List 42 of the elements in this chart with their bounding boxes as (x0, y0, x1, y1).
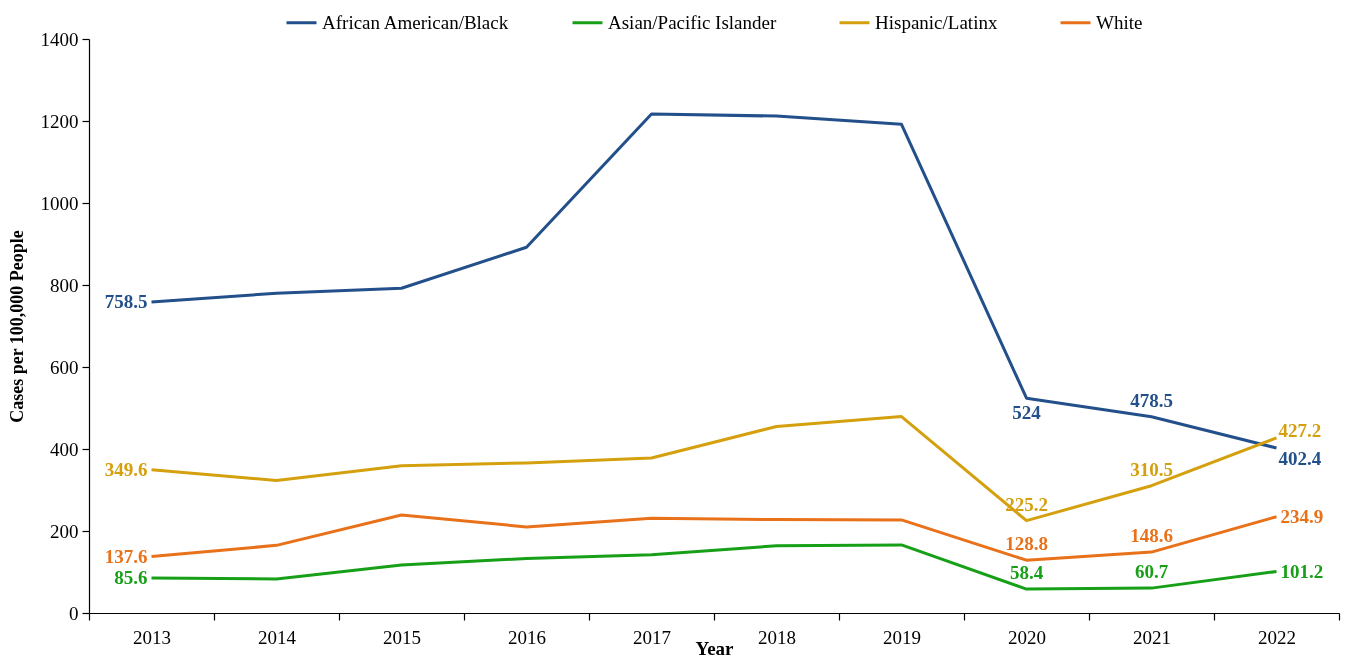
x-tick-label: 2018 (758, 626, 796, 648)
line-series (150, 513, 1278, 562)
x-axis-title: Year (695, 637, 735, 659)
y-tick-label: 0 (69, 602, 79, 624)
y-axis-title: Cases per 100,000 People (6, 230, 27, 423)
y-tick-label: 200 (50, 520, 79, 542)
x-tick-label: 2015 (383, 626, 421, 648)
data-label: 310.5 (1130, 458, 1173, 480)
data-label: 137.6 (104, 545, 148, 567)
legend-label: Asian/Pacific Islander (608, 11, 777, 33)
data-label: 478.5 (1130, 389, 1173, 411)
x-tick-label: 2019 (883, 626, 921, 648)
legend-label: Hispanic/Latinx (875, 11, 998, 33)
line-series (150, 112, 1278, 450)
data-label: 128.8 (1005, 533, 1048, 555)
y-tick-label: 400 (50, 438, 79, 460)
legend-label: White (1096, 11, 1143, 33)
x-tick-label: 2022 (1258, 626, 1296, 648)
data-label: 349.6 (104, 458, 148, 480)
data-label: 234.9 (1280, 505, 1324, 527)
data-label: 427.2 (1278, 419, 1322, 441)
data-label: 524 (1012, 402, 1042, 424)
x-tick-label: 2017 (633, 626, 671, 648)
y-tick-label: 800 (50, 274, 79, 296)
data-label: 60.7 (1134, 561, 1169, 583)
legend-label: African American/Black (322, 11, 509, 33)
y-tick-label: 600 (50, 356, 79, 378)
x-tick-label: 2021 (1133, 626, 1171, 648)
data-label: 58.4 (1009, 562, 1044, 584)
data-label: 225.2 (1005, 493, 1048, 515)
data-label: 85.6 (114, 566, 148, 588)
y-tick-label: 1400 (40, 28, 79, 50)
x-tick-label: 2020 (1008, 626, 1046, 648)
data-label: 758.5 (104, 291, 148, 313)
data-label: 101.2 (1280, 560, 1324, 582)
x-tick-label: 2014 (258, 626, 297, 648)
x-tick-label: 2013 (133, 626, 171, 648)
y-tick-label: 1000 (40, 192, 79, 214)
data-label: 402.4 (1278, 448, 1322, 470)
x-tick-label: 2016 (508, 626, 546, 648)
data-label: 148.6 (1130, 525, 1173, 547)
y-tick-label: 1200 (40, 110, 79, 132)
